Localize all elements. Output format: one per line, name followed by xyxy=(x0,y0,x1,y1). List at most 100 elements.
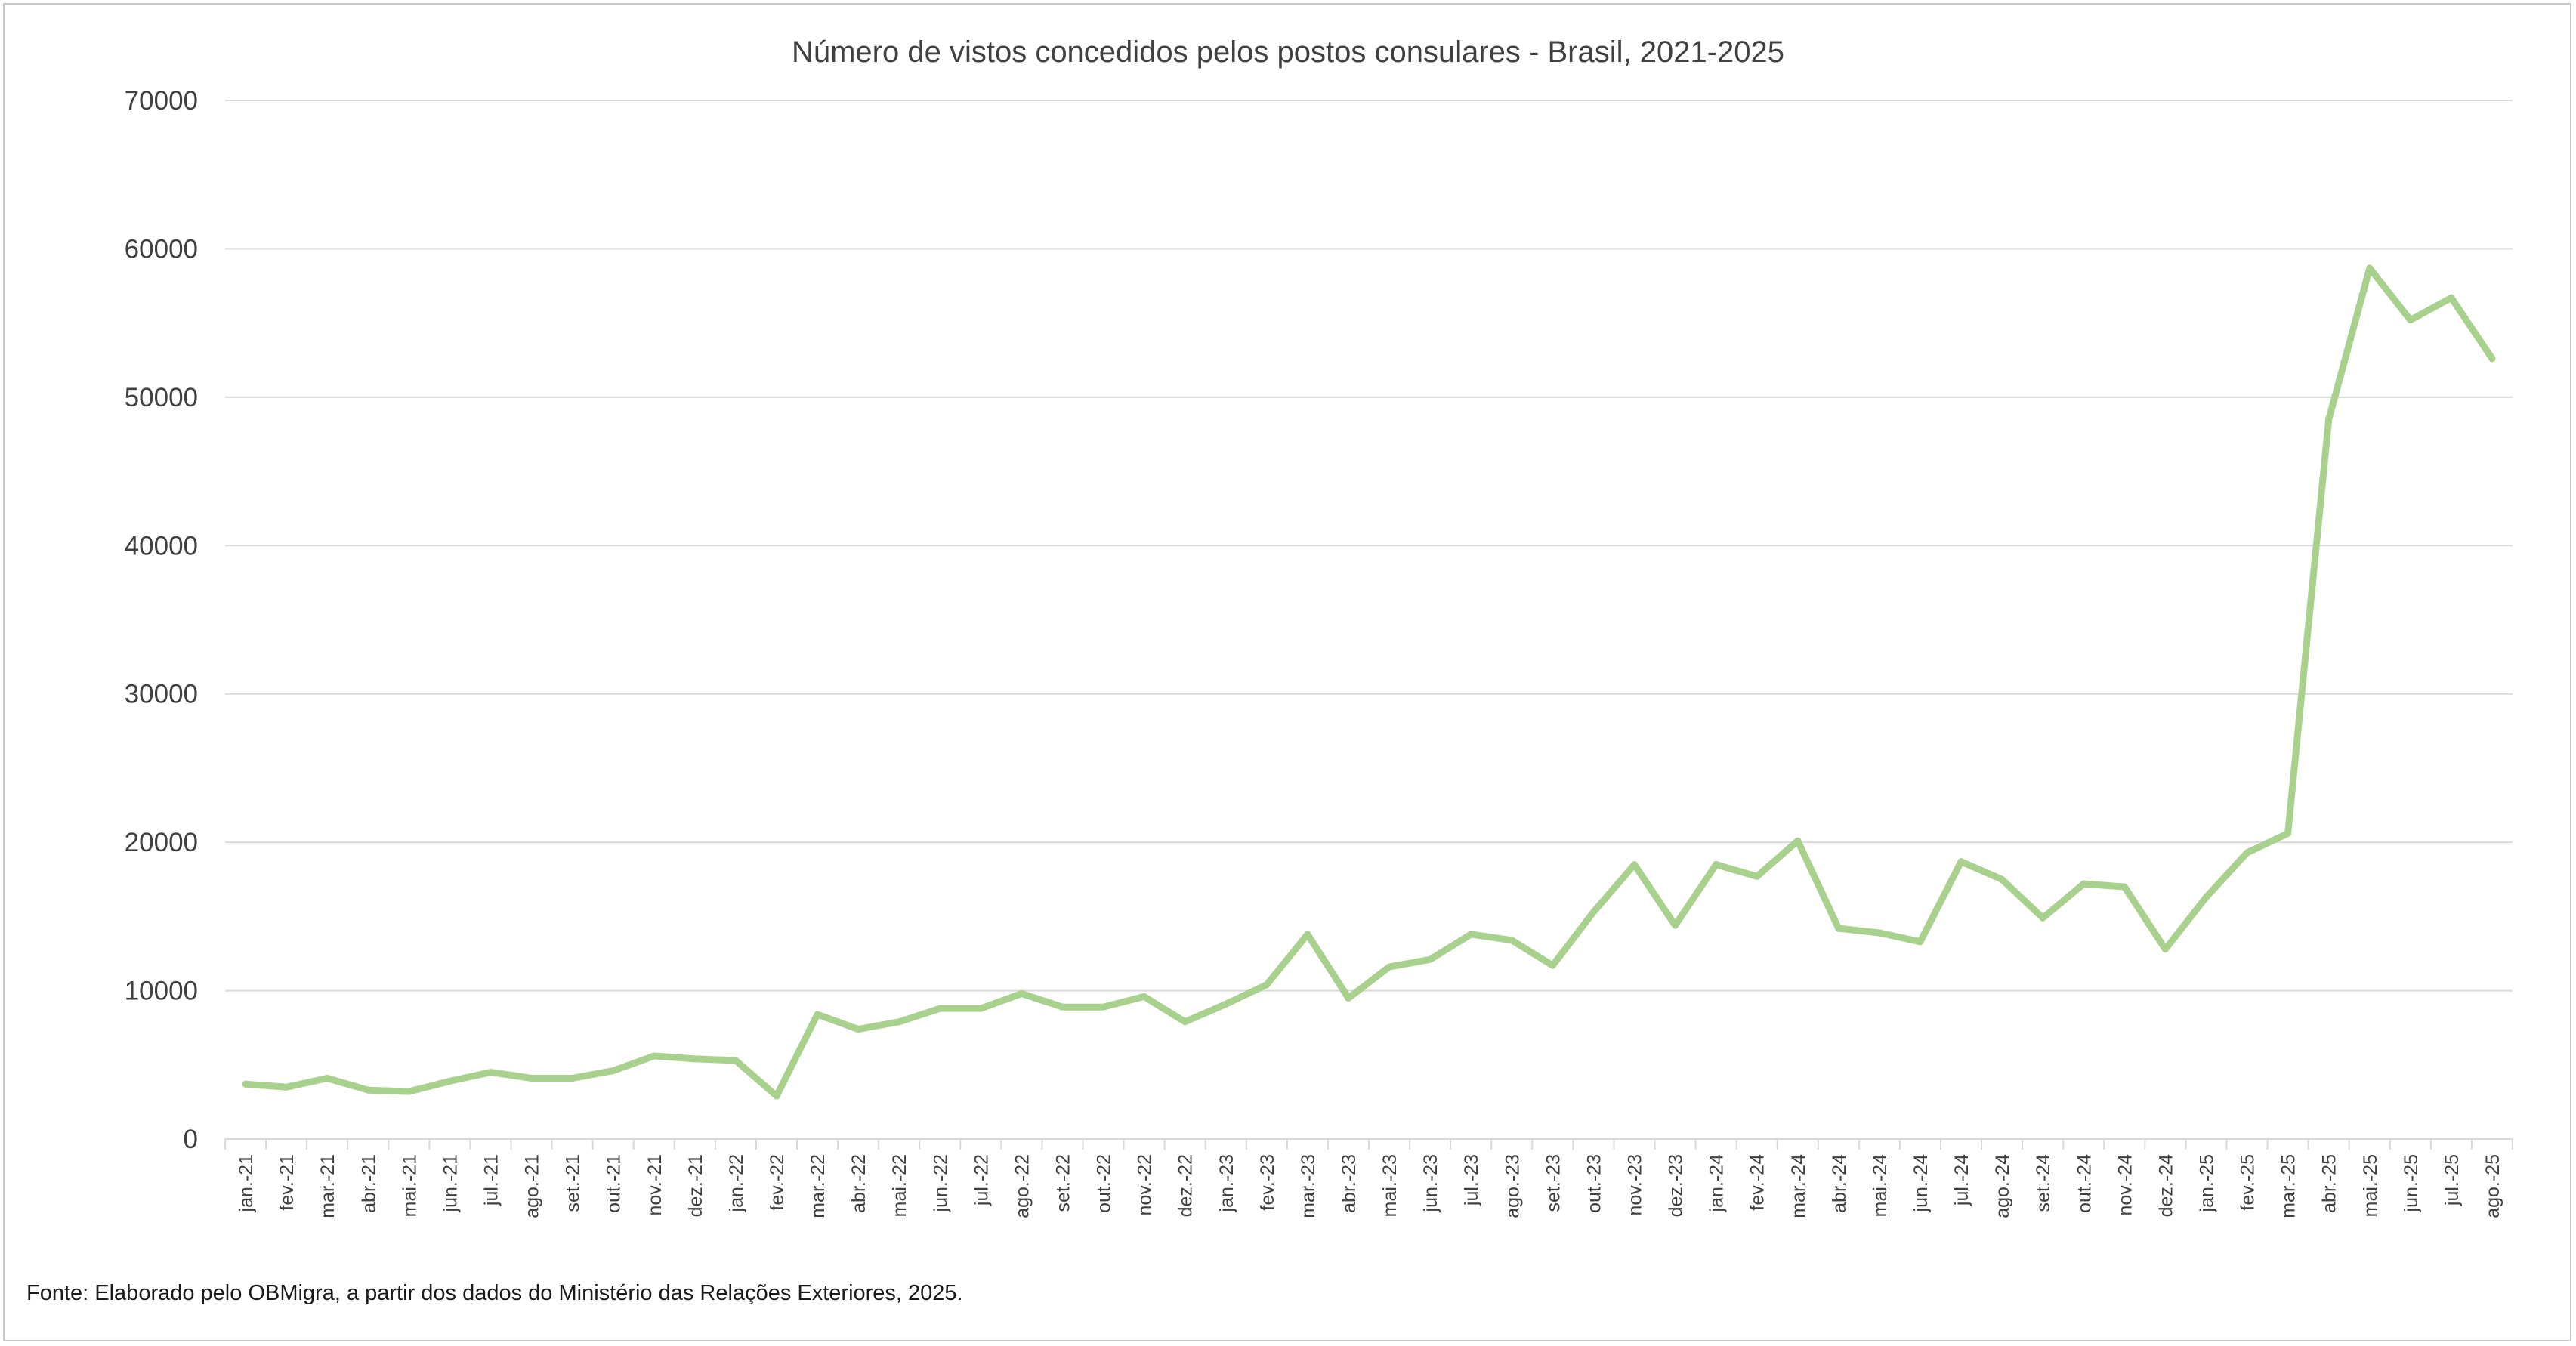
x-tick-label: dez.-21 xyxy=(685,1154,706,1217)
data-point xyxy=(323,1074,331,1082)
x-tick-label: mai.-25 xyxy=(2360,1154,2381,1217)
x-tick-label: abr.-22 xyxy=(848,1154,869,1213)
data-point xyxy=(1263,981,1271,989)
data-point xyxy=(2366,264,2374,272)
data-point xyxy=(1672,922,1679,929)
x-tick-label: set.-23 xyxy=(1543,1154,1564,1212)
data-point xyxy=(2039,914,2046,922)
series-line xyxy=(242,264,2496,1100)
series-visas xyxy=(242,264,2496,1100)
data-point xyxy=(1181,1018,1189,1026)
x-tick-label: ago.-23 xyxy=(1502,1154,1523,1218)
x-tick-label: jun.-21 xyxy=(440,1154,461,1212)
data-point xyxy=(569,1074,576,1082)
data-point xyxy=(1345,994,1352,1002)
data-point xyxy=(1018,990,1025,997)
x-tick-label: fev.-24 xyxy=(1747,1154,1768,1211)
data-point xyxy=(528,1074,536,1082)
x-tick-label: jul.-21 xyxy=(480,1154,502,1206)
x-tick-label: abr.-25 xyxy=(2319,1154,2340,1213)
data-point xyxy=(1835,925,1842,932)
x-tick-label: dez.-22 xyxy=(1175,1154,1197,1217)
data-point xyxy=(2202,894,2210,901)
x-tick-label: mai.-22 xyxy=(889,1154,910,1217)
x-tick-label: jun.-23 xyxy=(1420,1154,1441,1212)
x-tick-label: mar.-22 xyxy=(808,1154,829,1218)
x-tick-label: nov.-21 xyxy=(644,1154,666,1216)
x-tick-label: ago.-21 xyxy=(522,1154,543,1218)
x-tick-label: fev.-21 xyxy=(276,1154,298,1211)
x-tick-label: fev.-25 xyxy=(2238,1154,2259,1211)
x-tick-label: jun.-25 xyxy=(2401,1154,2422,1212)
data-point xyxy=(2080,880,2087,888)
data-point xyxy=(242,1080,249,1088)
x-tick-label: nov.-23 xyxy=(1624,1154,1645,1216)
x-tick-label: jan.-25 xyxy=(2196,1154,2217,1212)
data-point xyxy=(1876,929,1883,937)
data-point xyxy=(1141,993,1148,1000)
chart-frame xyxy=(3,3,2571,1341)
y-tick-label: 50000 xyxy=(125,383,198,412)
data-point xyxy=(1508,937,1515,944)
x-tick-label: out.-22 xyxy=(1094,1154,1115,1213)
data-point xyxy=(691,1055,699,1063)
x-tick-label: mar.-21 xyxy=(317,1154,338,1218)
x-tick-label: set.-21 xyxy=(563,1154,584,1212)
data-point xyxy=(283,1083,290,1091)
x-tick-label: mar.-23 xyxy=(1298,1154,1319,1218)
data-point xyxy=(895,1018,903,1026)
x-axis xyxy=(224,1138,2513,1150)
data-point xyxy=(1917,938,1924,946)
data-point xyxy=(1385,963,1393,971)
y-tick-label: 10000 xyxy=(125,977,198,1006)
data-point xyxy=(1058,1003,1066,1011)
data-point xyxy=(1957,858,1965,866)
x-tick-label: abr.-24 xyxy=(1829,1154,1850,1213)
gridlines xyxy=(225,100,2513,992)
x-tick-label: fev.-22 xyxy=(767,1154,788,1211)
y-tick-label: 0 xyxy=(184,1125,198,1154)
data-point xyxy=(1222,1000,1230,1008)
x-tick-label: jul.-23 xyxy=(1461,1154,1482,1206)
y-tick-label: 40000 xyxy=(125,531,198,560)
x-tick-label: mai.-24 xyxy=(1870,1154,1891,1217)
x-tick-label: mai.-23 xyxy=(1379,1154,1401,1217)
x-tick-label: out.-21 xyxy=(604,1154,625,1213)
x-tick-label: jan.-22 xyxy=(726,1154,747,1212)
x-tick-label: abr.-21 xyxy=(358,1154,379,1213)
data-point xyxy=(977,1005,984,1012)
data-point xyxy=(2120,883,2128,891)
x-tick-label: jan.-21 xyxy=(236,1154,257,1212)
y-tick-label: 70000 xyxy=(125,86,198,116)
x-tick-label: jul.-25 xyxy=(2442,1154,2463,1206)
x-tick-label: set.-22 xyxy=(1052,1154,1073,1212)
data-point xyxy=(2244,849,2251,857)
data-point xyxy=(1794,837,1802,844)
data-point xyxy=(936,1005,944,1012)
data-point xyxy=(773,1092,780,1100)
data-point xyxy=(1549,962,1556,969)
data-point xyxy=(2161,946,2169,953)
x-tick-label: set.-24 xyxy=(2033,1154,2054,1212)
data-point xyxy=(364,1086,372,1094)
chart-title: Número de vistos concedidos pelos postos… xyxy=(792,36,1784,69)
y-tick-label: 60000 xyxy=(125,234,198,264)
data-point xyxy=(650,1052,658,1060)
x-tick-label: ago.-25 xyxy=(2482,1154,2503,1218)
data-point xyxy=(1713,861,1720,869)
x-tick-label: mar.-24 xyxy=(1788,1154,1809,1218)
source-note: Fonte: Elaborado pelo OBMigra, a partir … xyxy=(26,1281,963,1305)
x-tick-label: jan.-23 xyxy=(1216,1154,1237,1212)
data-point xyxy=(1100,1003,1107,1011)
x-tick-label: nov.-24 xyxy=(2114,1154,2136,1216)
data-point xyxy=(814,1011,821,1018)
data-point xyxy=(854,1026,862,1033)
x-tick-label: dez.-23 xyxy=(1666,1154,1687,1217)
data-point xyxy=(1589,908,1597,915)
x-tick-label: jul.-24 xyxy=(1951,1154,1972,1206)
data-point xyxy=(2325,415,2333,423)
data-point xyxy=(1467,931,1475,938)
x-tick-label: out.-23 xyxy=(1583,1154,1605,1213)
x-tick-label: ago.-22 xyxy=(1012,1154,1033,1218)
